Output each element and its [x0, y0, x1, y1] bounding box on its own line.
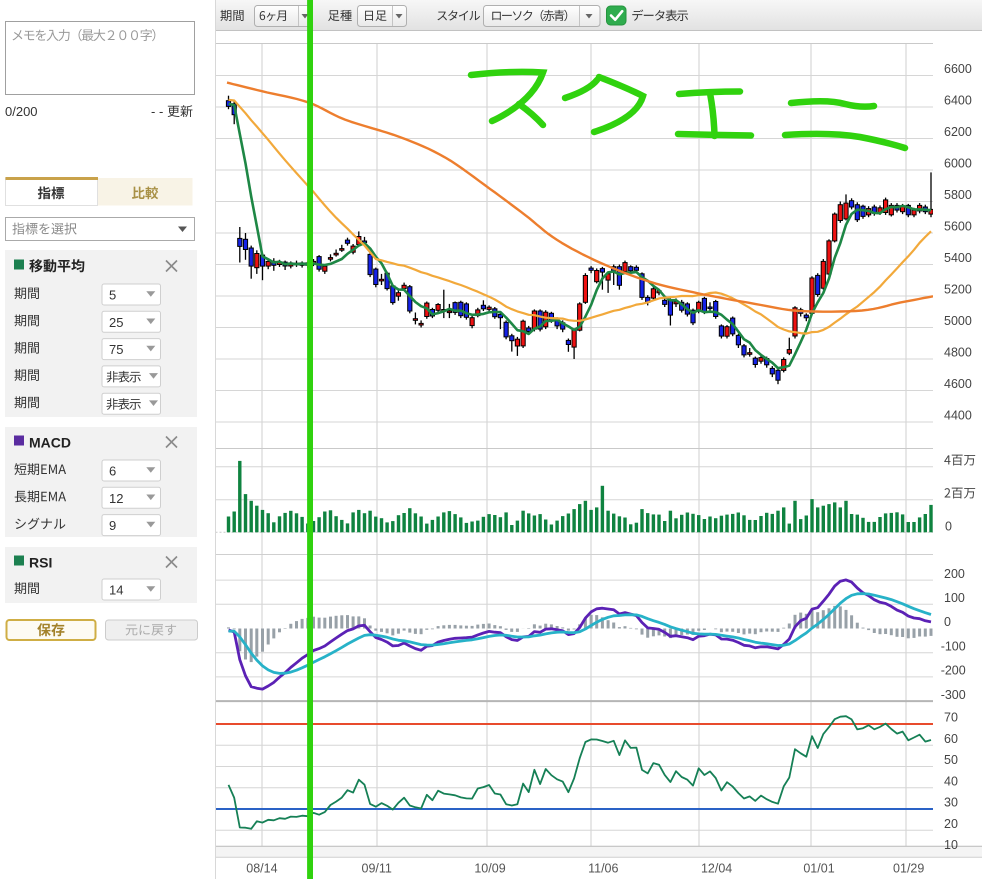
- svg-text:-200: -200: [941, 664, 966, 678]
- svg-text:10: 10: [944, 838, 958, 852]
- svg-text:01/01: 01/01: [803, 862, 834, 876]
- svg-text:-300: -300: [941, 688, 966, 702]
- svg-text:5: 5: [109, 288, 116, 303]
- svg-text:RSI: RSI: [29, 555, 52, 571]
- svg-text:5400: 5400: [944, 251, 972, 265]
- svg-text:12/04: 12/04: [701, 862, 732, 876]
- svg-text:4600: 4600: [944, 377, 972, 391]
- svg-text:5600: 5600: [944, 220, 972, 234]
- svg-text:5000: 5000: [944, 314, 972, 328]
- svg-text:14: 14: [109, 583, 123, 598]
- svg-text:10/09: 10/09: [474, 862, 505, 876]
- svg-text:200: 200: [944, 567, 965, 581]
- svg-text:60: 60: [944, 732, 958, 746]
- svg-text:09/11: 09/11: [362, 862, 392, 876]
- svg-text:08/14: 08/14: [246, 862, 277, 876]
- svg-text:6200: 6200: [944, 125, 972, 139]
- svg-text:0: 0: [945, 520, 952, 534]
- svg-text:20: 20: [944, 817, 958, 831]
- svg-text:30: 30: [944, 796, 958, 810]
- svg-text:-100: -100: [941, 639, 966, 653]
- svg-text:12: 12: [109, 491, 123, 506]
- svg-text:6400: 6400: [944, 94, 972, 108]
- svg-text:9: 9: [109, 518, 116, 533]
- svg-text:4400: 4400: [944, 409, 972, 423]
- svg-text:25: 25: [109, 315, 123, 330]
- svg-text:MACD: MACD: [29, 435, 71, 451]
- svg-text:6600: 6600: [944, 62, 972, 76]
- svg-text:01/29: 01/29: [893, 862, 924, 876]
- svg-text:0: 0: [944, 615, 951, 629]
- svg-text:4800: 4800: [944, 346, 972, 360]
- svg-text:75: 75: [109, 342, 123, 357]
- svg-text:40: 40: [944, 774, 958, 788]
- svg-text:- -: - -: [151, 104, 163, 119]
- svg-text:6000: 6000: [944, 157, 972, 171]
- svg-text:5800: 5800: [944, 188, 972, 202]
- svg-text:6: 6: [109, 464, 116, 479]
- svg-text:50: 50: [944, 753, 958, 767]
- svg-text:70: 70: [944, 711, 958, 725]
- svg-text:11/06: 11/06: [588, 862, 618, 876]
- svg-text:0/200: 0/200: [5, 104, 38, 119]
- svg-text:100: 100: [944, 591, 965, 605]
- svg-text:5200: 5200: [944, 283, 972, 297]
